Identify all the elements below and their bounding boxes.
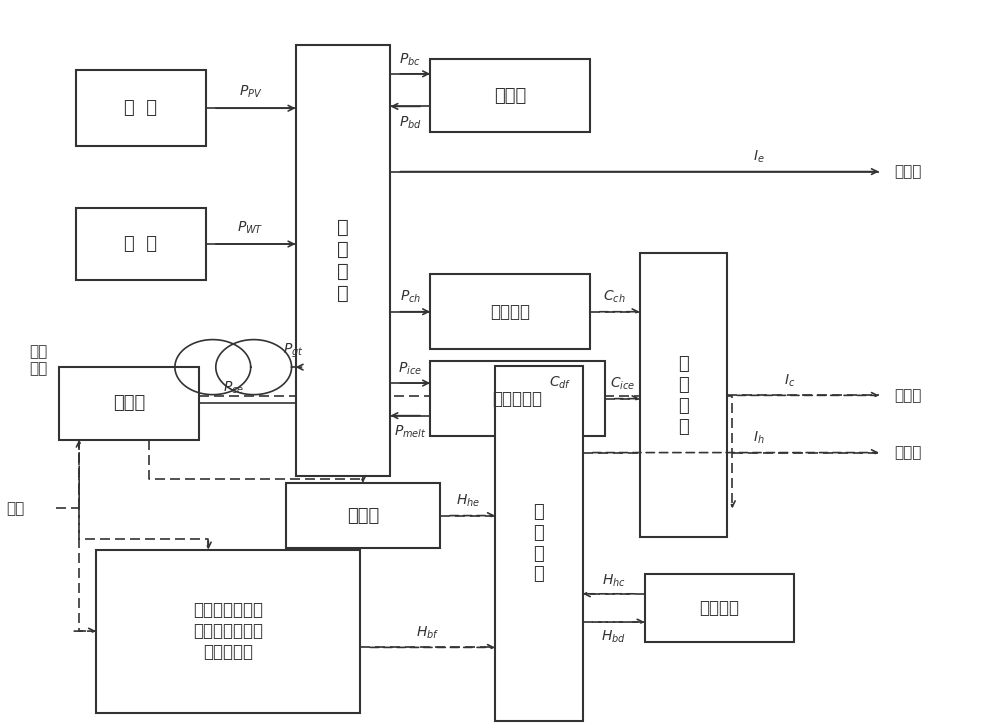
Text: $H_{bd}$: $H_{bd}$	[601, 628, 626, 645]
Text: $C_{ice}$: $C_{ice}$	[610, 376, 635, 393]
Text: 电制冷机: 电制冷机	[490, 302, 530, 321]
Text: 热负荷: 热负荷	[894, 445, 921, 460]
Text: $I_{c}$: $I_{c}$	[784, 373, 795, 389]
Text: $I_{e}$: $I_{e}$	[753, 149, 765, 165]
Bar	[645, 574, 794, 643]
Text: $P_{WT}$: $P_{WT}$	[237, 220, 264, 236]
Text: 补燃型烟气热水
型吸收式冷暖机
（直燃机）: 补燃型烟气热水 型吸收式冷暖机 （直燃机）	[193, 601, 263, 661]
Text: $C_{df}$: $C_{df}$	[549, 375, 571, 391]
Text: 电负荷: 电负荷	[894, 164, 921, 179]
Text: $P_{ce}$: $P_{ce}$	[223, 379, 244, 395]
Text: $P_{gt}$: $P_{gt}$	[283, 342, 304, 361]
Bar	[495, 366, 583, 720]
Bar	[96, 550, 360, 712]
Bar	[430, 274, 590, 349]
Text: 蓄电池: 蓄电池	[494, 87, 526, 105]
Text: 蓄热装置: 蓄热装置	[699, 599, 739, 617]
Text: $H_{bf}$: $H_{bf}$	[416, 624, 439, 641]
Text: 冷
能
母
线: 冷 能 母 线	[678, 356, 689, 435]
Bar	[286, 483, 440, 548]
Text: 内燃机: 内燃机	[113, 394, 145, 412]
Text: 电
能
母
线: 电 能 母 线	[337, 218, 349, 303]
Bar	[640, 254, 727, 537]
Bar	[59, 367, 199, 440]
Text: $P_{bd}$: $P_{bd}$	[399, 114, 422, 131]
Text: $P_{ice}$: $P_{ice}$	[398, 361, 422, 377]
Text: 光  伏: 光 伏	[124, 99, 158, 117]
Text: 冷负荷: 冷负荷	[894, 388, 921, 403]
Bar	[430, 60, 590, 132]
Text: $I_{h}$: $I_{h}$	[753, 430, 765, 446]
Bar	[296, 45, 390, 475]
Text: 冰蓄冷电池: 冰蓄冷电池	[492, 390, 542, 408]
Text: $P_{PV}$: $P_{PV}$	[239, 84, 262, 100]
Text: 风  机: 风 机	[124, 235, 158, 253]
Text: $H_{he}$: $H_{he}$	[456, 493, 480, 510]
Text: $P_{ch}$: $P_{ch}$	[400, 289, 421, 305]
Bar	[76, 208, 206, 280]
Text: $C_{ch}$: $C_{ch}$	[603, 289, 626, 305]
Text: 热
能
母
线: 热 能 母 线	[534, 503, 544, 583]
Text: 换热器: 换热器	[347, 507, 379, 525]
Bar	[76, 71, 206, 146]
Text: $P_{bc}$: $P_{bc}$	[399, 51, 421, 68]
Text: $H_{hc}$: $H_{hc}$	[602, 573, 626, 589]
Bar	[430, 361, 605, 436]
Text: 燃气: 燃气	[6, 501, 25, 516]
Text: $P_{melt}$: $P_{melt}$	[394, 423, 427, 440]
Text: 供电
公司: 供电 公司	[29, 344, 48, 376]
